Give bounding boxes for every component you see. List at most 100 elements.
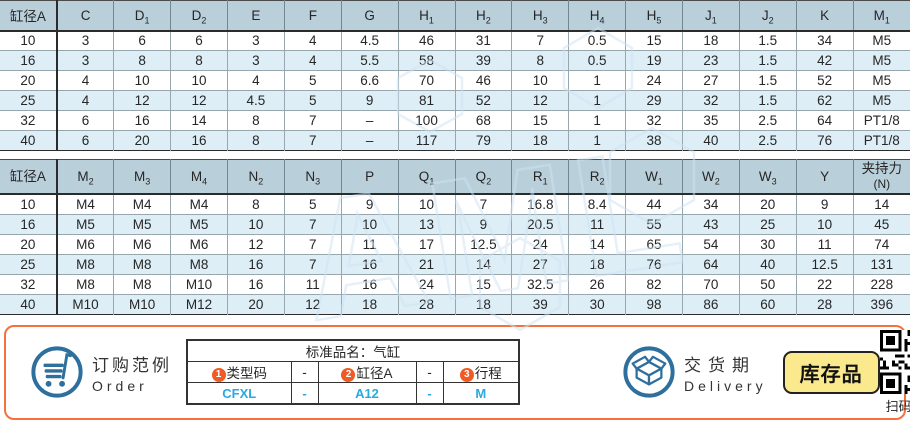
table-cell: 228: [853, 274, 910, 295]
table-cell: 70: [682, 274, 740, 295]
code-part-value: A12: [317, 382, 417, 405]
table-cell: 76: [625, 254, 683, 275]
table-cell: 8: [113, 50, 172, 71]
code-part-value: M: [442, 382, 520, 405]
table-cell: 15: [625, 30, 683, 51]
table-cell: 7: [511, 30, 570, 51]
table-cell: 27: [682, 70, 740, 91]
table-cell: 13: [398, 214, 456, 235]
table-cell: 10: [341, 214, 399, 235]
step-number-badge: 3: [459, 368, 474, 383]
table-cell: 25: [0, 254, 58, 275]
table-cell: 3: [227, 30, 285, 51]
table-cell: 79: [455, 130, 513, 151]
column-header: K: [796, 0, 854, 32]
column-header: N3: [284, 159, 342, 195]
column-header: C: [56, 0, 115, 32]
table-cell: M5: [853, 30, 910, 51]
table-cell: 2.5: [739, 110, 797, 131]
table-cell: 10: [398, 194, 456, 215]
table-cell: 16: [170, 130, 228, 151]
table-cell: 4.5: [341, 30, 399, 51]
table-cell: 40: [739, 254, 797, 275]
stock-badge: 库存品: [782, 350, 880, 394]
table-cell: 14: [455, 254, 513, 275]
table-cell: 16: [227, 274, 285, 295]
table-cell: 1: [568, 70, 627, 91]
table-cell: 12: [284, 294, 342, 314]
table-cell: 6: [56, 130, 115, 151]
table-cell: 40: [682, 130, 740, 151]
table-cell: 39: [511, 294, 570, 314]
table-cell: M5: [170, 214, 228, 235]
table-cell: 10: [796, 214, 854, 235]
column-header: M4: [170, 159, 228, 195]
column-header: Q2: [455, 159, 513, 195]
table-cell: 32: [0, 274, 58, 295]
product-name: 标准品名：气缸: [186, 339, 520, 363]
table-cell: 28: [398, 294, 456, 314]
table-cell: 8.4: [568, 194, 627, 215]
table-cell: 11: [284, 274, 342, 295]
table-cell: 7: [284, 214, 342, 235]
column-header: H5: [625, 0, 683, 32]
table-cell: 5: [284, 90, 342, 111]
table-cell: 15: [455, 274, 513, 295]
code-separator: -: [290, 361, 319, 384]
column-header: R2: [568, 159, 627, 195]
table-cell: 64: [796, 110, 854, 131]
table-cell: 3: [56, 30, 115, 51]
table-cell: 6: [56, 110, 115, 131]
table-cell: 1.5: [739, 50, 797, 71]
column-header: H2: [455, 0, 513, 32]
table-row: 20 4 10 10 4 5 6.6 70 46 10 1 24 27 1.5 52 M5: [0, 70, 910, 91]
table-cell: 24: [625, 70, 683, 91]
column-header: D1: [113, 0, 172, 32]
qr-code: [879, 329, 910, 394]
table-row: 40 M10 M10 M12 20 12 18 28 18 39 30 98 86 60 28 396: [0, 294, 910, 314]
table-cell: 20: [0, 234, 58, 255]
table-cell: M5: [56, 214, 115, 235]
column-header: W2: [682, 159, 740, 195]
table-cell: 7: [284, 130, 342, 151]
column-header: Q1: [398, 159, 456, 195]
table-cell: 40: [0, 130, 58, 151]
table-cell: 4: [227, 70, 285, 91]
table-cell: 25: [739, 214, 797, 235]
code-separator: -: [415, 361, 444, 384]
table-cell: M5: [853, 70, 910, 91]
table-cell: M10: [56, 294, 115, 314]
table-cell: M8: [113, 274, 172, 295]
table-cell: 9: [455, 214, 513, 235]
table-cell: 1: [568, 110, 627, 131]
table-cell: 100: [398, 110, 456, 131]
column-header: W3: [739, 159, 797, 195]
table-cell: 4.5: [227, 90, 285, 111]
code-separator: -: [290, 382, 319, 405]
table-cell: M6: [113, 234, 172, 255]
table-cell: 11: [796, 234, 854, 255]
table-cell: 10: [511, 70, 570, 91]
column-header: 缸径A: [0, 0, 58, 32]
table-cell: M5: [853, 50, 910, 71]
table-cell: 34: [682, 194, 740, 215]
column-header: F: [284, 0, 342, 32]
column-header: R1: [511, 159, 570, 195]
table-cell: 8: [227, 194, 285, 215]
order-example-group: 订购范例 Order: [30, 345, 172, 399]
qr-caption: 扫码查价: [885, 398, 910, 414]
delivery-group: 交货期 Delivery: [622, 345, 767, 399]
cart-icon: [31, 346, 83, 398]
table-cell: 16: [341, 254, 399, 275]
column-header: M2: [56, 159, 115, 195]
table-cell: 1.5: [739, 90, 797, 111]
table-cell: 16: [113, 110, 172, 131]
table-cell: 64: [682, 254, 740, 275]
column-header: H1: [398, 0, 456, 32]
table-cell: 19: [625, 50, 683, 71]
table-cell: 1.5: [739, 70, 797, 91]
table-row: 10 3 6 6 3 4 4.5 46 31 7 0.5 15 18 1.5 34 M5: [0, 30, 910, 51]
table-cell: 46: [455, 70, 513, 91]
table-cell: M8: [113, 254, 172, 275]
table-cell: 16: [0, 50, 58, 71]
